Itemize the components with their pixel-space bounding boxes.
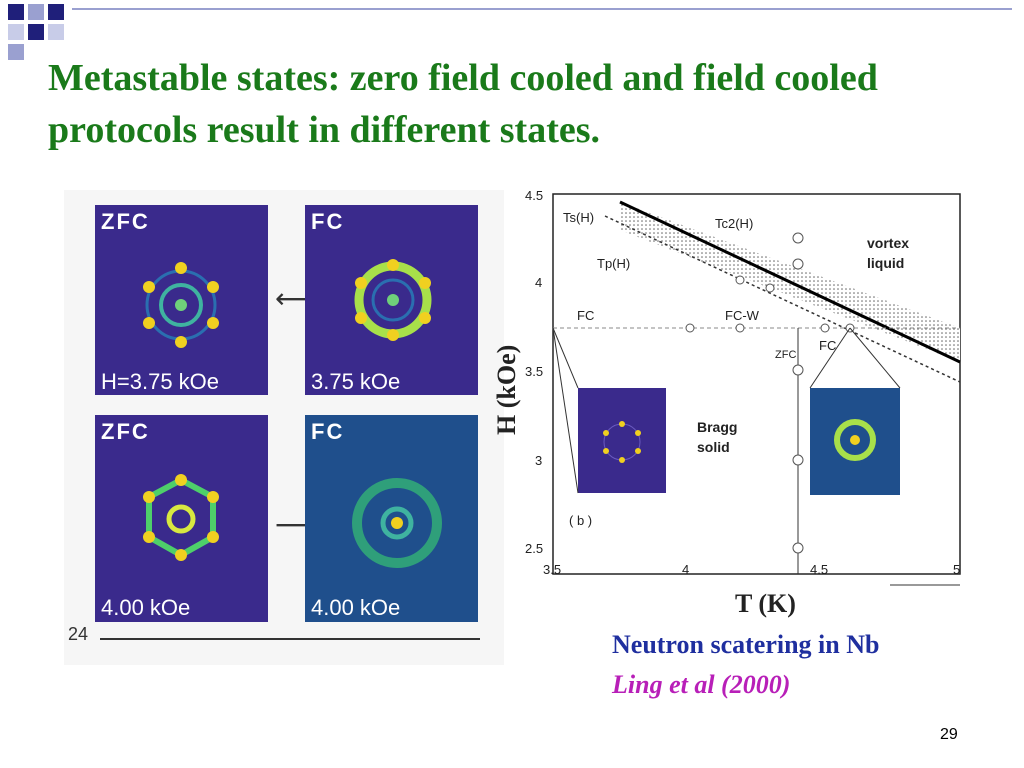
plot-frame xyxy=(552,193,961,575)
corner-square-3 xyxy=(48,4,64,20)
panel-fc-400: FC 4.00 kOe xyxy=(305,415,478,622)
label-fc-w: FC-W xyxy=(725,308,760,323)
data-point xyxy=(792,454,804,466)
panel-label-fc: FC xyxy=(311,209,345,234)
x-tick-label: 3.5 xyxy=(543,562,561,577)
bragg-pattern-fc-400 xyxy=(352,478,442,568)
panel-field-value: H=3.75 kOe xyxy=(101,369,220,394)
caption-line-1: Neutron scatering in Nb xyxy=(612,630,880,659)
data-point xyxy=(765,283,775,293)
inset-bragg-solid xyxy=(578,388,666,493)
panel-zfc-375: ZFC H=3.75 kOe xyxy=(95,205,268,395)
x-axis-title: T (K) xyxy=(735,589,796,618)
corner-square-2 xyxy=(28,4,44,20)
y-axis-title: H (kOe) xyxy=(492,345,521,435)
y-tick-label: 4 xyxy=(535,275,542,290)
panel-fc-375: FC 3.75 kOe xyxy=(305,205,478,395)
slide-title: Metastable states: zero field cooled and… xyxy=(48,57,878,151)
caption-line-2: Ling et al (2000) xyxy=(612,670,791,699)
corner-square-5 xyxy=(8,24,24,40)
x-tick-label: 4 xyxy=(682,562,689,577)
data-point xyxy=(792,232,804,244)
bragg-pattern-fc-375 xyxy=(354,259,432,341)
label-fc-2: FC xyxy=(819,338,836,353)
bragg-pattern-zfc-400 xyxy=(143,474,219,561)
label-tc2: Tc2(H) xyxy=(715,216,753,231)
panel-label-fc: FC xyxy=(311,419,345,444)
data-point xyxy=(792,542,804,554)
top-rule xyxy=(72,8,1012,10)
data-point xyxy=(792,364,804,376)
panel-label-zfc: ZFC xyxy=(101,419,150,444)
corner-square-1 xyxy=(8,4,24,20)
label-fc: FC xyxy=(577,308,594,323)
phase-diagram: 4.5 4 3.5 3 2.5 3.5 4 4.5 5 T (K) H (kOe… xyxy=(492,188,961,618)
panel-zfc-400: ZFC 4.00 kOe xyxy=(95,415,268,622)
tp-line xyxy=(604,215,961,383)
label-bragg: Bragg xyxy=(697,419,737,435)
y-tick-label: 4.5 xyxy=(525,188,543,203)
label-vortex: vortex xyxy=(867,235,909,251)
label-ts: Ts(H) xyxy=(563,210,594,225)
label-panel-b: ( b ) xyxy=(569,513,592,528)
label-tp: Tp(H) xyxy=(597,256,630,271)
panel-field-value: 4.00 kOe xyxy=(101,595,191,620)
data-point xyxy=(792,258,804,270)
label-solid: solid xyxy=(697,439,730,455)
panel-field-value: 3.75 kOe xyxy=(311,369,401,394)
label-liquid: liquid xyxy=(867,255,904,271)
y-tick-label: 3.5 xyxy=(525,364,543,379)
tc2-line xyxy=(619,200,961,364)
bragg-pattern-zfc-375 xyxy=(143,262,219,348)
data-point xyxy=(685,323,695,333)
page-number: 29 xyxy=(940,726,958,743)
corner-square-4 xyxy=(28,24,44,40)
strip-rule xyxy=(100,638,480,640)
label-zfc: ZFC xyxy=(775,349,796,361)
y-tick-label: 2.5 xyxy=(525,541,543,556)
corner-square-7 xyxy=(48,24,64,40)
data-point xyxy=(735,323,745,333)
data-point xyxy=(820,323,830,333)
x-tick-label: 5 xyxy=(953,562,960,577)
panel-label-zfc: ZFC xyxy=(101,209,150,234)
corner-square-6 xyxy=(8,44,24,60)
strip-tick-label: 24 xyxy=(68,624,89,644)
panel-field-value: 4.00 kOe xyxy=(311,595,401,620)
y-tick-label: 3 xyxy=(535,453,542,468)
x-tick-label: 4.5 xyxy=(810,562,828,577)
data-point xyxy=(735,275,745,285)
